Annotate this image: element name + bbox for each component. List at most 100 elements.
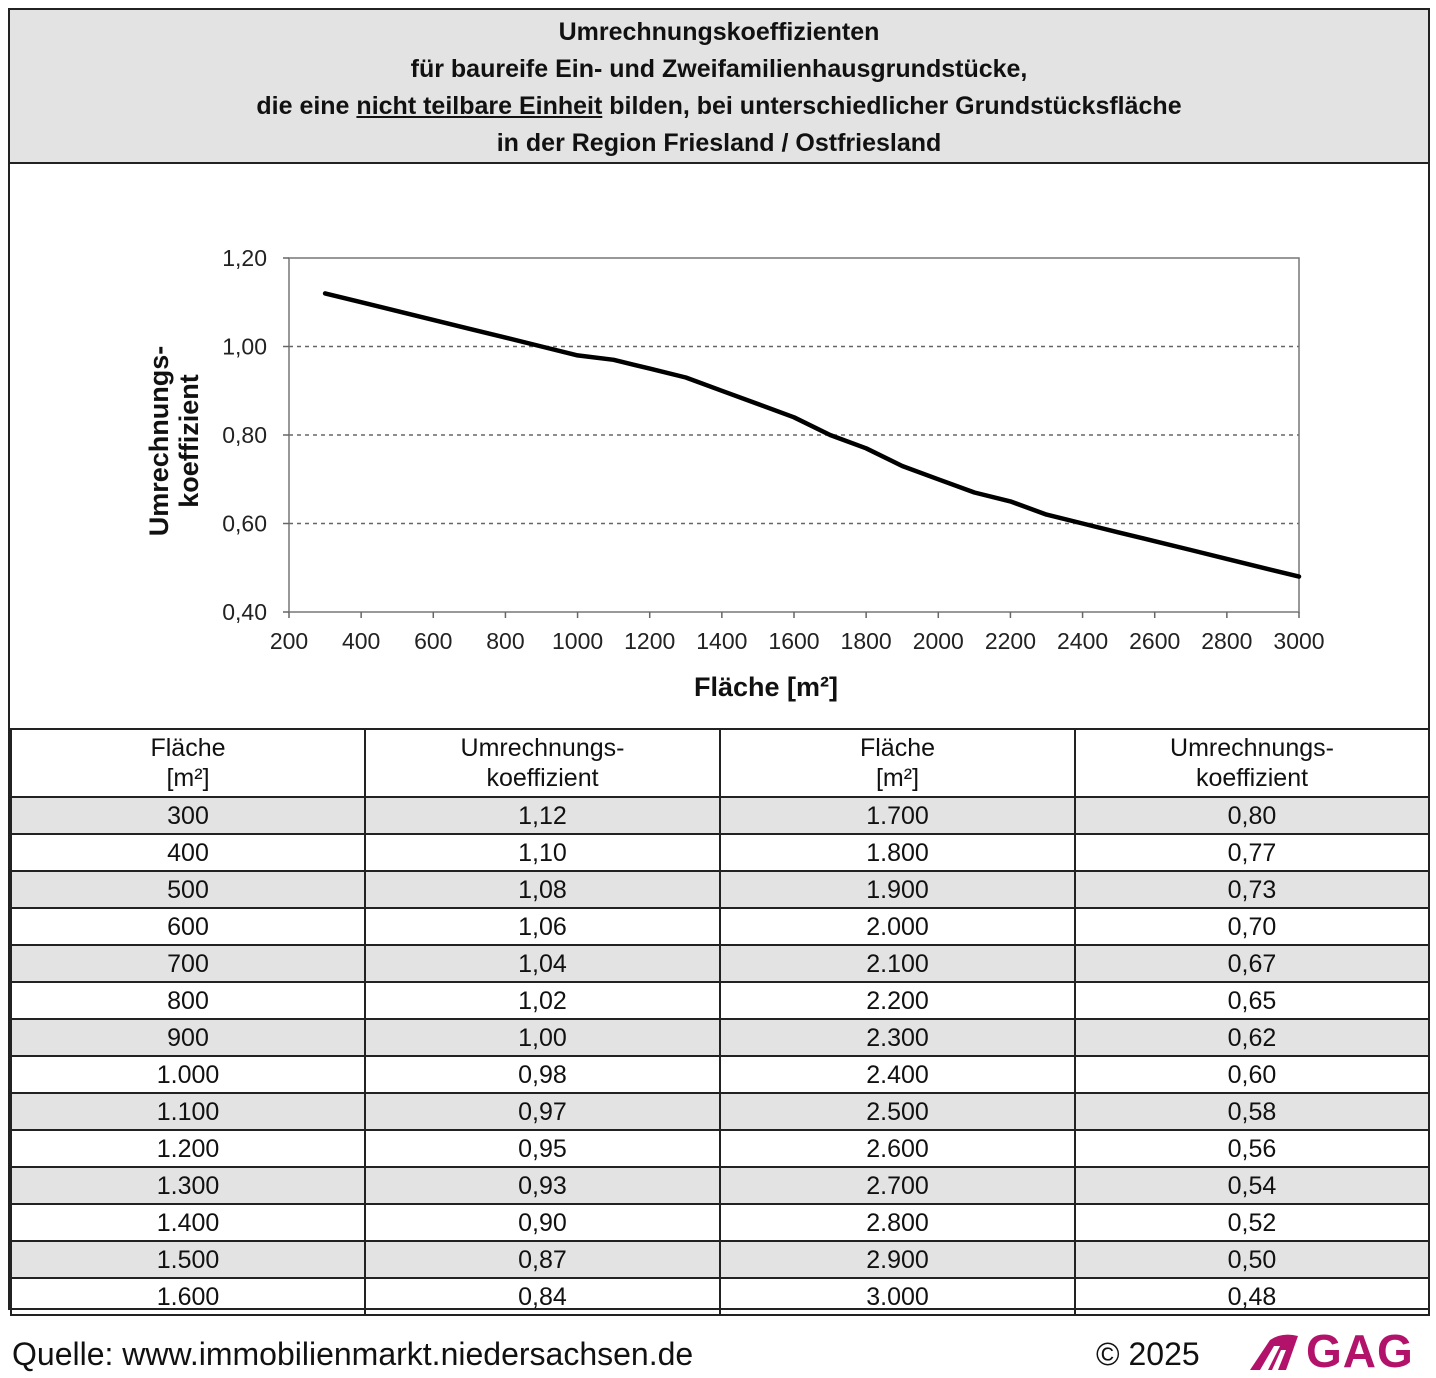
cell-flaeche: 1.300 [10,1166,366,1205]
cell-flaeche: 800 [10,981,366,1020]
cell-koeffizient: 0,65 [1074,981,1430,1020]
table-row: 700 1,04 2.100 0,67 [10,944,1430,983]
tick-labels: 0,40 0,60 0,80 1,00 1,20 200 400 600 800 1000 1200… [222,245,1324,654]
y-tick-label: 0,80 [222,422,267,448]
cell-koeffizient: 0,97 [364,1092,721,1131]
grid-lines [289,345,1299,525]
cell-flaeche: 2.100 [719,944,1076,983]
header-koeffizient-1: Umrechnungs-koeffizient [364,728,721,798]
cell-flaeche: 2.800 [719,1203,1076,1242]
cell-flaeche: 1.400 [10,1203,366,1242]
x-tick-label: 2600 [1129,628,1180,654]
cell-flaeche: 1.800 [719,833,1076,872]
table-row: 1.000 0,98 2.400 0,60 [10,1055,1430,1094]
cell-koeffizient: 0,62 [1074,1018,1430,1057]
table-row: 1.100 0,97 2.500 0,58 [10,1092,1430,1131]
x-tick-label: 2800 [1201,628,1252,654]
cell-koeffizient: 0,98 [364,1055,721,1094]
title-line-3: die eine nicht teilbare Einheit bilden, … [10,88,1428,125]
cell-flaeche: 2.300 [719,1018,1076,1057]
footer: Quelle: www.immobilienmarkt.niedersachse… [0,1322,1436,1377]
table-row: 1.400 0,90 2.800 0,52 [10,1203,1430,1242]
cell-flaeche: 1.200 [10,1129,366,1168]
gag-logo-icon [1250,1334,1298,1370]
chart-frame: Umrechnungskoeffizienten für baureife Ei… [8,8,1430,1316]
y-tick-label: 1,20 [222,245,267,271]
y-tick-label: 0,60 [222,511,267,537]
cell-koeffizient: 0,56 [1074,1129,1430,1168]
x-tick-label: 400 [342,628,380,654]
cell-flaeche: 900 [10,1018,366,1057]
header-text: Umrechnungs- [460,734,625,762]
x-axis-label: Fläche [m²] [694,672,838,702]
table-row: 1.300 0,93 2.700 0,54 [10,1166,1430,1205]
table-row: 400 1,10 1.800 0,77 [10,833,1430,872]
title-line-2: für baureife Ein- und Zweifamilienhausgr… [410,55,1028,83]
cell-flaeche: 3.000 [719,1277,1076,1316]
table-row: 300 1,12 1.700 0,80 [10,796,1430,835]
line-chart: 0,40 0,60 0,80 1,00 1,20 200 400 600 800 1000 1200… [10,164,1428,728]
cell-koeffizient: 0,58 [1074,1092,1430,1131]
cell-flaeche: 300 [10,796,366,835]
cell-flaeche: 1.000 [10,1055,366,1094]
y-tick-label: 1,00 [222,334,267,360]
header-unit: [m²] [166,764,210,792]
y-axis-label-line-2: koeffizient [174,374,204,508]
table-header-row: Fläche [m²] Umrechnungs-koeffizient Fläch… [10,728,1430,798]
cell-koeffizient: 0,84 [364,1277,721,1316]
title-line-4: in der Region Friesland / Ostfriesland [496,129,942,157]
title-line-1: Umrechnungskoeffizienten [558,18,880,46]
cell-koeffizient: 0,48 [1074,1277,1430,1316]
axes [283,257,1300,618]
source-text: Quelle: www.immobilienmarkt.niedersachse… [12,1336,694,1372]
table-row: 800 1,02 2.200 0,65 [10,981,1430,1020]
x-tick-label: 2000 [913,628,964,654]
cell-flaeche: 1.100 [10,1092,366,1131]
data-table: Fläche [m²] Umrechnungs-koeffizient Fläch… [10,728,1430,1316]
cell-koeffizient: 1,02 [364,981,721,1020]
cell-flaeche: 600 [10,907,366,946]
x-tick-label: 2200 [985,628,1036,654]
cell-koeffizient: 1,04 [364,944,721,983]
x-tick-label: 600 [414,628,452,654]
cell-flaeche: 500 [10,870,366,909]
cell-koeffizient: 1,12 [364,796,721,835]
y-axis-label-line-1: Umrechnungs- [144,346,174,537]
x-tick-label: 1600 [768,628,819,654]
header-text: koeffizient [1195,764,1309,792]
logo-text: GAG [1306,1325,1414,1377]
cell-flaeche: 2.900 [719,1240,1076,1279]
cell-koeffizient: 0,73 [1074,870,1430,909]
header-koeffizient-2: Umrechnungs-koeffizient [1074,728,1430,798]
title-line-3-pre: die eine [256,92,357,120]
x-tick-label: 1400 [696,628,747,654]
header-text: Fläche [859,734,936,762]
cell-koeffizient: 1,10 [364,833,721,872]
y-tick-label: 0,40 [222,599,267,625]
line-chart-svg: 0,40 0,60 0,80 1,00 1,20 200 400 600 800 1000 1200… [144,245,1325,702]
series-line [322,291,1302,579]
cell-koeffizient: 1,08 [364,870,721,909]
cell-flaeche: 1.600 [10,1277,366,1316]
cell-flaeche: 700 [10,944,366,983]
cell-flaeche: 2.600 [719,1129,1076,1168]
cell-koeffizient: 0,80 [1074,796,1430,835]
title-line-3-post: bilden, bei unterschiedlicher Grundstück… [602,92,1182,120]
cell-koeffizient: 0,60 [1074,1055,1430,1094]
cell-flaeche: 1.500 [10,1240,366,1279]
header-flaeche-2: Fläche [m²] [719,728,1076,798]
table-row: 1.200 0,95 2.600 0,56 [10,1129,1430,1168]
cell-koeffizient: 1,00 [364,1018,721,1057]
chart-title: Umrechnungskoeffizienten für baureife Ei… [10,10,1428,164]
title-line-3-underlined: nicht teilbare Einheit [356,92,603,120]
cell-flaeche: 2.400 [719,1055,1076,1094]
cell-koeffizient: 0,77 [1074,833,1430,872]
cell-koeffizient: 0,90 [364,1203,721,1242]
cell-flaeche: 2.500 [719,1092,1076,1131]
header-text: Fläche [150,734,226,762]
x-tick-label: 800 [486,628,524,654]
cell-flaeche: 1.900 [719,870,1076,909]
header-text: koeffizient [486,764,599,792]
x-tick-label: 3000 [1273,628,1324,654]
header-unit: [m²] [875,764,920,792]
